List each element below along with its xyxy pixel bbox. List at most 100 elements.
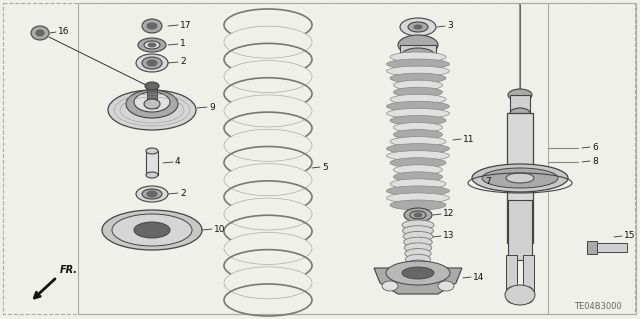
Ellipse shape [414,25,422,29]
Bar [587,241,597,254]
Ellipse shape [390,200,446,210]
Ellipse shape [390,73,446,83]
Bar [78,3,636,314]
Ellipse shape [387,151,449,161]
Ellipse shape [134,92,170,112]
Ellipse shape [438,281,454,291]
Text: 6: 6 [592,143,598,152]
Ellipse shape [390,158,446,168]
Text: 13: 13 [443,232,454,241]
Text: 5: 5 [322,162,328,172]
Ellipse shape [224,95,312,127]
Text: 14: 14 [473,272,484,281]
Ellipse shape [147,60,157,66]
Ellipse shape [145,82,159,90]
Ellipse shape [142,57,162,69]
Ellipse shape [134,222,170,238]
Ellipse shape [506,173,534,183]
Text: 11: 11 [463,135,474,144]
Ellipse shape [472,164,568,192]
Ellipse shape [148,43,156,47]
Ellipse shape [387,193,449,203]
Ellipse shape [390,137,446,146]
Text: 3: 3 [447,21,452,31]
Text: 2: 2 [180,57,186,66]
Ellipse shape [404,208,432,222]
Ellipse shape [224,61,312,93]
Ellipse shape [402,220,434,230]
Ellipse shape [387,108,449,118]
Ellipse shape [508,89,532,101]
Text: 9: 9 [209,102,215,112]
Text: 10: 10 [214,225,225,234]
Ellipse shape [505,285,535,305]
Ellipse shape [410,211,426,219]
Polygon shape [374,268,462,294]
Ellipse shape [144,41,160,49]
Ellipse shape [390,179,446,189]
Ellipse shape [387,186,449,196]
Text: 8: 8 [592,157,598,166]
Ellipse shape [408,22,428,32]
Ellipse shape [36,30,44,36]
Ellipse shape [138,38,166,52]
Ellipse shape [31,26,49,40]
Ellipse shape [403,226,433,236]
Ellipse shape [406,260,430,270]
Ellipse shape [394,80,442,90]
Ellipse shape [506,287,516,303]
Ellipse shape [394,122,442,132]
Ellipse shape [136,186,168,202]
Text: 17: 17 [180,20,191,29]
Ellipse shape [224,267,312,299]
Bar [587,243,627,252]
Bar [510,95,530,113]
Ellipse shape [394,87,442,97]
Ellipse shape [414,213,422,217]
Ellipse shape [403,231,433,241]
Ellipse shape [102,210,202,250]
Bar [508,200,532,260]
Text: TE04B3000: TE04B3000 [574,302,622,311]
Ellipse shape [147,191,157,197]
Ellipse shape [405,254,431,264]
Ellipse shape [524,287,534,303]
Ellipse shape [146,148,158,154]
Ellipse shape [482,168,558,188]
Ellipse shape [394,172,442,182]
Ellipse shape [405,249,431,259]
Ellipse shape [390,52,446,62]
Bar [523,255,534,295]
Ellipse shape [136,54,168,72]
Bar [147,86,157,108]
Text: 2: 2 [180,189,186,197]
Ellipse shape [402,267,434,279]
Text: 7: 7 [485,177,491,187]
Bar [506,255,517,295]
Ellipse shape [400,48,436,66]
Ellipse shape [404,237,432,247]
Ellipse shape [224,129,312,161]
Text: 1: 1 [180,40,186,48]
Ellipse shape [400,18,436,36]
Ellipse shape [390,94,446,104]
Ellipse shape [510,108,530,118]
Ellipse shape [387,144,449,154]
Ellipse shape [386,261,450,285]
Ellipse shape [387,59,449,69]
Ellipse shape [224,164,312,196]
Text: 16: 16 [58,27,70,36]
Ellipse shape [404,243,432,253]
Ellipse shape [147,23,157,29]
Ellipse shape [142,189,162,199]
Ellipse shape [387,66,449,76]
Ellipse shape [394,130,442,139]
Ellipse shape [394,165,442,175]
Bar [507,113,533,243]
Ellipse shape [144,99,160,109]
Bar [400,45,436,57]
Ellipse shape [387,101,449,111]
Ellipse shape [126,90,178,118]
Text: FR.: FR. [60,265,78,275]
Ellipse shape [146,172,158,178]
